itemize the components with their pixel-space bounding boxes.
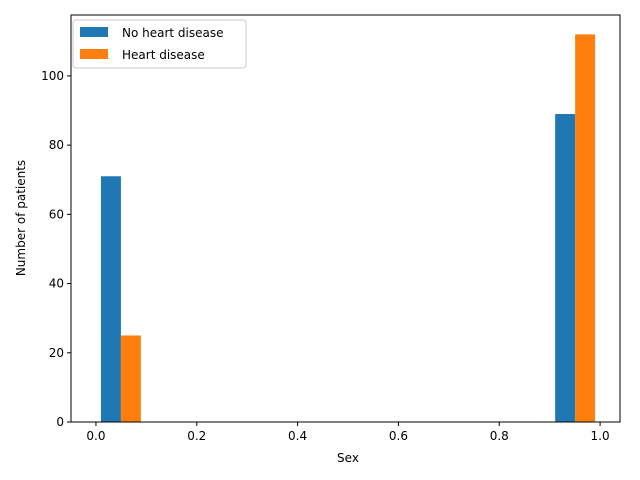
bars-layer [100,34,596,422]
x-tick-label: 0.6 [389,429,408,443]
y-tick-label: 20 [49,346,64,360]
legend-box [72,19,247,69]
plot-frame [70,14,621,423]
y-tick-label: 60 [49,207,64,221]
x-axis-label: Sex [337,451,359,465]
x-axis-ticks: 0.0 0.2 0.4 0.6 0.8 1.0 [86,422,610,443]
legend-label-no-heart-disease: No heart disease [122,26,224,40]
y-tick-label: 80 [49,138,64,152]
y-tick-label: 0 [56,415,64,429]
y-tick-label: 100 [41,69,64,83]
bar-heart-disease-1 [575,34,596,422]
y-axis-label: Number of patients [14,160,28,276]
y-axis-ticks: 0 20 40 60 80 100 [41,69,71,429]
x-tick-label: 0.4 [288,429,307,443]
legend: No heart disease Heart disease [72,19,247,69]
legend-swatch-heart-disease [80,49,108,59]
bar-heart-disease-0 [120,335,141,422]
bar-no-heart-disease-0 [100,176,121,422]
legend-swatch-no-heart-disease [80,27,108,37]
x-tick-label: 0.0 [86,429,105,443]
x-tick-label: 0.2 [187,429,206,443]
legend-label-heart-disease: Heart disease [122,48,205,62]
x-tick-label: 1.0 [591,429,610,443]
y-tick-label: 40 [49,277,64,291]
bar-no-heart-disease-1 [555,113,576,422]
x-tick-label: 0.8 [490,429,509,443]
